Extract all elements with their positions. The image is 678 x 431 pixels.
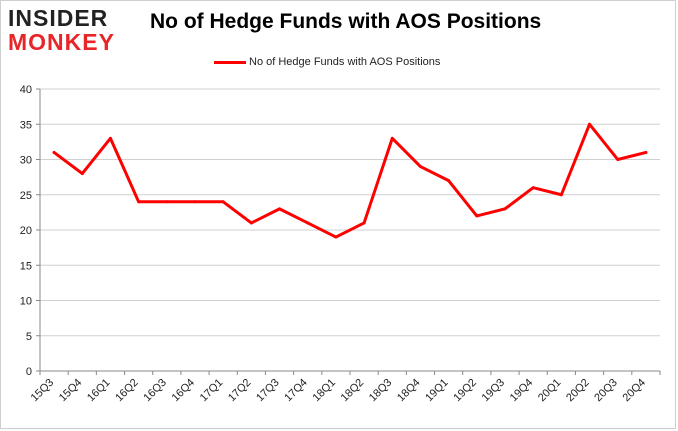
x-tick-label-17Q4: 17Q4 — [282, 377, 310, 405]
x-tick-label-16Q2: 16Q2 — [113, 377, 141, 405]
legend-label: No of Hedge Funds with AOS Positions — [249, 56, 441, 68]
data-point-20Q3 — [616, 158, 620, 161]
data-point-17Q1 — [221, 200, 225, 204]
x-tick-label-20Q1: 20Q1 — [536, 377, 564, 405]
y-tick-label-10: 10 — [20, 296, 32, 308]
data-point-19Q4 — [531, 186, 535, 190]
data-point-20Q2 — [588, 122, 592, 126]
x-tick-label-17Q1: 17Q1 — [198, 377, 226, 405]
x-tick-label-20Q3: 20Q3 — [592, 377, 620, 405]
data-point-16Q4 — [193, 200, 197, 204]
x-tick-label-19Q4: 19Q4 — [508, 377, 536, 405]
data-point-15Q4 — [80, 172, 84, 176]
x-tick-label-19Q1: 19Q1 — [423, 377, 451, 405]
data-point-16Q2 — [137, 200, 141, 204]
x-tick-label-20Q4: 20Q4 — [621, 377, 649, 405]
y-tick-label-25: 25 — [20, 190, 32, 202]
x-tick-label-15Q4: 15Q4 — [57, 377, 85, 405]
y-tick-label-30: 30 — [20, 155, 32, 167]
data-point-18Q1 — [334, 235, 338, 239]
logo-line-1: INSIDER — [8, 5, 109, 31]
data-point-20Q4 — [644, 150, 648, 154]
legend-swatch — [214, 60, 246, 64]
x-tick-label-18Q2: 18Q2 — [339, 377, 367, 405]
chart-legend: No of Hedge Funds with AOS Positions — [214, 54, 440, 70]
data-point-19Q2 — [475, 214, 479, 218]
x-tick-label-18Q3: 18Q3 — [367, 377, 395, 405]
series-line-0 — [52, 122, 648, 239]
x-tick-label-18Q1: 18Q1 — [311, 377, 339, 405]
x-tick-label-19Q3: 19Q3 — [480, 377, 508, 405]
x-tick-label-19Q2: 19Q2 — [451, 377, 479, 405]
y-tick-label-35: 35 — [20, 119, 32, 131]
data-point-19Q1 — [447, 179, 451, 183]
data-point-17Q2 — [249, 221, 253, 225]
logo-line-2: MONKEY — [8, 29, 115, 55]
y-tick-label-15: 15 — [20, 260, 32, 272]
insider-monkey-logo: INSIDER MONKEY — [8, 6, 128, 56]
data-point-18Q2 — [362, 221, 366, 225]
x-tick-label-16Q4: 16Q4 — [170, 377, 198, 405]
x-tick-label-16Q3: 16Q3 — [141, 377, 169, 405]
y-tick-label-5: 5 — [26, 331, 32, 343]
x-tick-label-18Q4: 18Q4 — [395, 377, 423, 405]
data-point-15Q3 — [52, 150, 56, 154]
x-tick-label-17Q2: 17Q2 — [226, 377, 254, 405]
x-tick-label-20Q2: 20Q2 — [564, 377, 592, 405]
data-point-16Q1 — [108, 136, 112, 140]
y-tick-label-0: 0 — [26, 366, 32, 378]
data-point-17Q4 — [306, 221, 310, 225]
data-point-18Q3 — [390, 136, 394, 140]
data-point-18Q4 — [418, 165, 422, 169]
chart-title: No of Hedge Funds with AOS Positions — [150, 10, 542, 33]
y-tick-label-40: 40 — [20, 84, 32, 96]
x-tick-label-17Q3: 17Q3 — [254, 377, 282, 405]
data-point-17Q3 — [278, 207, 282, 211]
y-tick-label-20: 20 — [20, 225, 32, 237]
data-point-16Q3 — [165, 200, 169, 204]
data-point-20Q1 — [559, 193, 563, 197]
data-point-19Q3 — [503, 207, 507, 211]
x-tick-label-15Q3: 15Q3 — [29, 377, 57, 405]
x-tick-label-16Q1: 16Q1 — [85, 377, 113, 405]
